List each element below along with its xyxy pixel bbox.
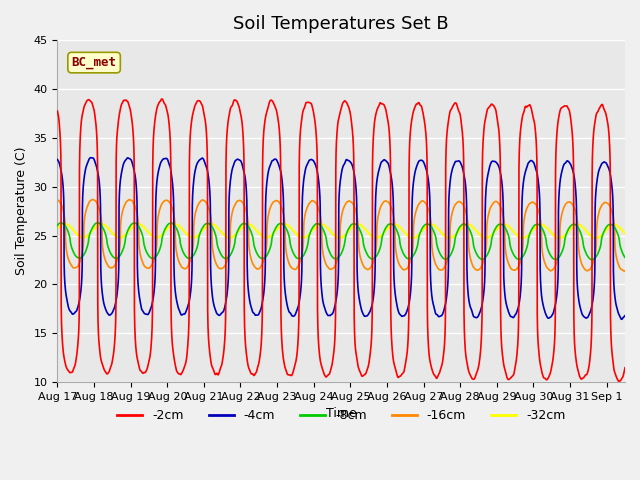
-16cm: [484, 212, 492, 218]
-32cm: [468, 224, 476, 229]
-2cm: [597, 102, 605, 108]
-32cm: [591, 235, 599, 241]
-2cm: [323, 374, 330, 380]
-8cm: [597, 238, 605, 244]
-8cm: [588, 257, 596, 263]
-2cm: [468, 376, 476, 382]
-4cm: [484, 169, 492, 175]
-16cm: [590, 257, 598, 263]
-16cm: [620, 268, 628, 274]
-8cm: [54, 223, 61, 228]
-16cm: [54, 197, 61, 203]
Line: -16cm: -16cm: [58, 200, 625, 271]
-32cm: [590, 235, 598, 241]
-16cm: [246, 253, 254, 259]
-32cm: [54, 226, 61, 231]
-4cm: [621, 313, 629, 319]
-16cm: [89, 197, 97, 203]
Line: -32cm: -32cm: [58, 224, 625, 238]
-16cm: [323, 262, 330, 267]
-2cm: [621, 365, 629, 371]
Line: -8cm: -8cm: [58, 223, 625, 260]
-4cm: [87, 155, 95, 160]
-8cm: [93, 220, 101, 226]
-16cm: [597, 204, 605, 209]
Line: -2cm: -2cm: [58, 99, 625, 382]
X-axis label: Time: Time: [326, 408, 356, 420]
-8cm: [323, 235, 330, 241]
-16cm: [468, 262, 476, 268]
-4cm: [590, 284, 598, 290]
-4cm: [54, 156, 61, 162]
-4cm: [618, 316, 625, 322]
-4cm: [323, 309, 330, 315]
-4cm: [468, 310, 476, 316]
-4cm: [246, 301, 254, 307]
-2cm: [590, 124, 598, 130]
-32cm: [597, 232, 605, 238]
-32cm: [484, 235, 492, 240]
Y-axis label: Soil Temperature (C): Soil Temperature (C): [15, 147, 28, 276]
-2cm: [158, 96, 166, 102]
-32cm: [246, 222, 254, 228]
-8cm: [484, 250, 492, 255]
Legend: -2cm, -4cm, -8cm, -16cm, -32cm: -2cm, -4cm, -8cm, -16cm, -32cm: [112, 404, 570, 427]
-8cm: [591, 256, 598, 262]
-8cm: [468, 234, 476, 240]
-32cm: [98, 221, 106, 227]
-4cm: [597, 162, 605, 168]
-32cm: [323, 224, 330, 229]
Line: -4cm: -4cm: [58, 157, 625, 319]
-2cm: [246, 369, 254, 375]
-2cm: [54, 108, 61, 114]
-2cm: [615, 379, 623, 384]
Title: Soil Temperatures Set B: Soil Temperatures Set B: [234, 15, 449, 33]
Text: BC_met: BC_met: [72, 56, 116, 69]
-8cm: [621, 254, 629, 260]
-32cm: [621, 231, 629, 237]
-2cm: [484, 105, 492, 111]
-16cm: [621, 268, 629, 274]
-8cm: [246, 228, 254, 233]
